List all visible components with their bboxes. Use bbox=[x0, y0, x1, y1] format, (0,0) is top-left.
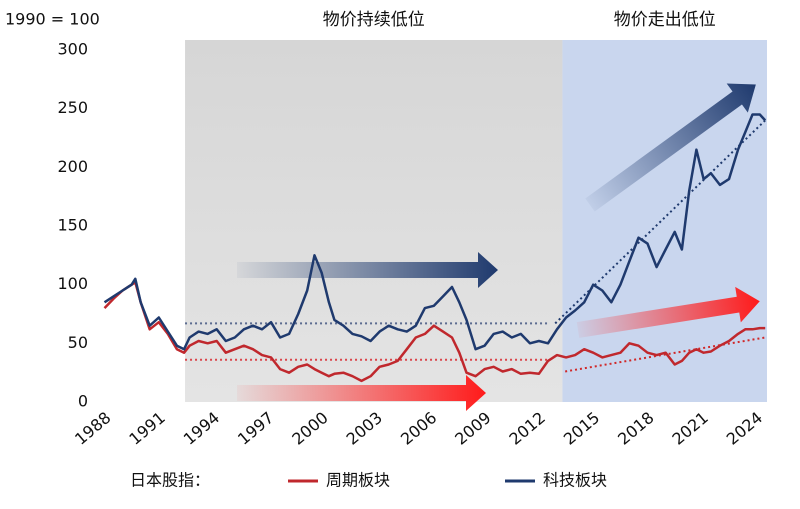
y-tick-label: 0 bbox=[78, 392, 88, 411]
x-tick-label: 1988 bbox=[71, 408, 114, 449]
x-tick-label: 2021 bbox=[668, 408, 711, 449]
period-label: 物价持续低位 bbox=[323, 10, 425, 30]
x-tick-label: 2015 bbox=[560, 408, 603, 449]
x-tick-label: 2024 bbox=[723, 408, 766, 449]
x-tick-label: 2009 bbox=[451, 408, 494, 449]
x-tick-label: 2006 bbox=[397, 408, 440, 449]
y-tick-label: 100 bbox=[57, 274, 88, 293]
x-tick-label: 1991 bbox=[125, 408, 168, 449]
x-tick-label: 2000 bbox=[288, 408, 331, 449]
arrow bbox=[576, 286, 760, 338]
arrow bbox=[237, 375, 486, 411]
series-line bbox=[103, 113, 767, 351]
y-axis-label: 1990 = 100 bbox=[5, 10, 100, 29]
x-tick-label: 1994 bbox=[180, 408, 223, 449]
x-tick-label: 2018 bbox=[614, 408, 657, 449]
x-tick-label: 2012 bbox=[506, 408, 549, 449]
arrows bbox=[237, 83, 760, 411]
legend-label: 周期板块 bbox=[326, 471, 390, 490]
plot bbox=[103, 113, 767, 383]
x-tick-label: 1997 bbox=[234, 408, 277, 449]
period-band bbox=[185, 40, 563, 402]
y-tick-label: 300 bbox=[57, 40, 88, 59]
trend-line bbox=[564, 336, 766, 373]
y-tick-label: 200 bbox=[57, 157, 88, 176]
legend-label: 科技板块 bbox=[543, 471, 607, 490]
legend-title: 日本股指： bbox=[130, 471, 210, 490]
y-tick-label: 50 bbox=[68, 333, 88, 352]
y-tick-label: 150 bbox=[57, 216, 88, 235]
x-tick-label: 2003 bbox=[343, 408, 386, 449]
y-tick-label: 250 bbox=[57, 98, 88, 117]
series-line bbox=[103, 281, 766, 383]
arrow bbox=[237, 252, 498, 288]
trend-line bbox=[554, 119, 766, 325]
period-label: 物价走出低位 bbox=[614, 10, 716, 30]
arrow bbox=[585, 83, 756, 212]
